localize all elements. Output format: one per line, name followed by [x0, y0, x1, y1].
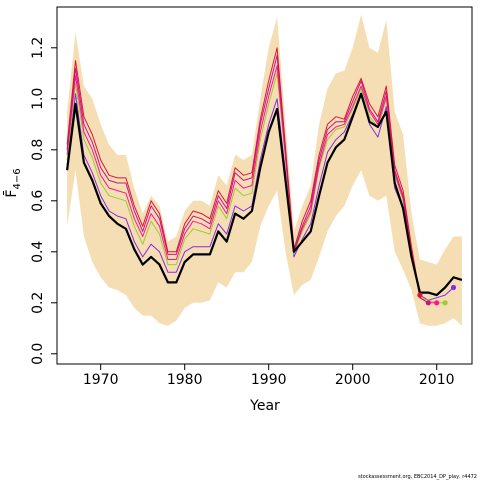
- y-axis-title-main: F̄: [2, 190, 20, 198]
- y-axis-title: F̄4−6: [2, 168, 23, 197]
- series-line-4: [66, 72, 446, 304]
- endpoint-markers-layer: [417, 284, 457, 306]
- y-tick-label-5: 1.0: [30, 88, 46, 110]
- x-tick-label-2010: 2010: [419, 372, 455, 388]
- series-line-3: [66, 65, 437, 304]
- y-tick-label-4: 0.8: [30, 139, 46, 161]
- series-line-0: [66, 92, 463, 297]
- y-axis: 0.0 0.2 0.4 0.6 0.8 1.0 1.2: [30, 37, 57, 365]
- x-tick-label-1980: 1980: [167, 372, 203, 388]
- endpoint-marker-2: [434, 300, 440, 306]
- x-axis-title: Year: [249, 398, 280, 414]
- y-tick-label-0: 0.0: [30, 343, 46, 365]
- confidence-band: [67, 14, 462, 326]
- y-tick-label-2: 0.4: [30, 241, 46, 263]
- y-axis-title-subscript: 4−6: [12, 168, 23, 189]
- endpoint-marker-1: [425, 300, 431, 306]
- x-axis: 1970 1980 1990 2000 2010: [83, 364, 455, 388]
- series-line-1: [66, 47, 421, 296]
- credit-text: stockassessment.org, EBC2014_DP_play, r4…: [358, 474, 477, 480]
- x-tick-label-2000: 2000: [335, 372, 371, 388]
- series-lines-layer: [66, 47, 463, 304]
- endpoint-marker-4: [450, 284, 457, 291]
- y-axis-title-group: F̄4−6: [2, 168, 23, 197]
- x-tick-label-1990: 1990: [251, 372, 287, 388]
- series-line-2: [66, 55, 429, 304]
- endpoint-marker-0: [417, 292, 423, 298]
- plot-frame: [56, 6, 473, 365]
- y-tick-label-3: 0.6: [30, 190, 46, 212]
- confidence-band-layer: [67, 14, 462, 326]
- endpoint-marker-3: [442, 300, 448, 306]
- y-tick-label-6: 1.2: [30, 37, 46, 59]
- y-tick-label-1: 0.2: [30, 292, 46, 314]
- x-tick-label-1970: 1970: [83, 372, 119, 388]
